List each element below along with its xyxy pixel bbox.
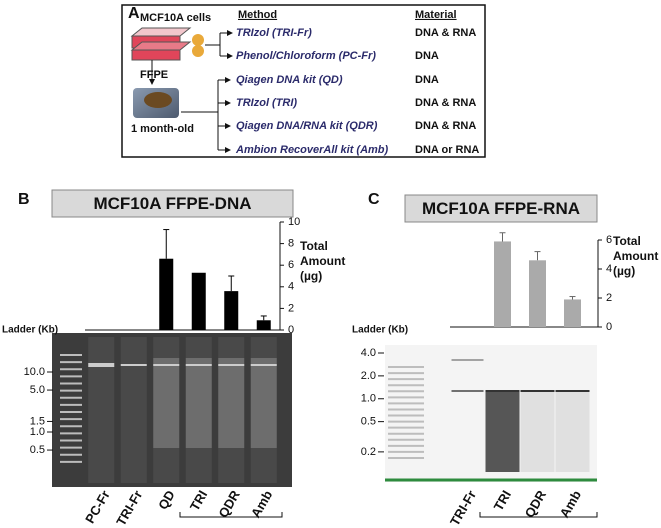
material-label: DNA (415, 50, 439, 62)
ladder-label: 1.0 (361, 393, 376, 405)
ladder-label: 2.0 (361, 370, 376, 382)
lane-label: Amb (248, 488, 275, 521)
cells-icon (130, 27, 204, 61)
y-axis-label: (µg) (613, 264, 635, 278)
title-box (51, 189, 294, 218)
y-tick-label: 0 (288, 324, 294, 336)
y-axis-label: Total (613, 234, 641, 248)
y-axis-label: Total (300, 239, 328, 253)
panel-label: A (128, 5, 140, 22)
y-tick-label: 6 (606, 234, 612, 246)
gel-lane (153, 337, 180, 483)
ladder-label: 10.0 (24, 366, 45, 378)
lane-label: QDR (522, 487, 550, 520)
gel-smear (485, 390, 520, 472)
y-tick-label: 0 (606, 321, 612, 333)
ladder-title: Ladder (Kb) (2, 325, 58, 336)
material-label: DNA or RNA (415, 144, 479, 156)
gel-smear (520, 390, 555, 472)
bar (256, 320, 271, 330)
bracket (479, 512, 598, 518)
gel-smear (185, 358, 212, 448)
method-header: Method (238, 9, 277, 21)
ladder-label: 0.5 (30, 444, 45, 456)
y-tick-label: 8 (288, 238, 294, 250)
gel-smear (218, 358, 245, 448)
gel-lane (185, 337, 212, 483)
gel-smear (250, 358, 277, 448)
gel-lane (218, 337, 245, 483)
panel-a-box (121, 4, 486, 158)
y-tick-label: 2 (606, 292, 612, 304)
ladder-label: 0.2 (361, 446, 376, 458)
ladder-label: 1.5 (30, 415, 45, 427)
lane-label: PC-Fr (82, 488, 113, 526)
gel-lane (120, 337, 147, 483)
material-label: DNA & RNA (415, 27, 476, 39)
ladder-label: 1.0 (30, 426, 45, 438)
lane-label: QD (155, 488, 178, 512)
bar (191, 272, 206, 330)
source-label: MCF10A cells (140, 12, 211, 24)
method-label: TRIzol (TRI) (236, 97, 297, 109)
y-axis-label: Amount (613, 249, 658, 263)
y-tick-label: 10 (288, 216, 300, 228)
gel-lane (250, 337, 277, 483)
bar (224, 291, 239, 330)
panel-label: C (368, 191, 380, 208)
ladder-title: Ladder (Kb) (352, 325, 408, 336)
panel-label: B (18, 191, 30, 208)
method-label: Qiagen DNA kit (QD) (236, 74, 343, 86)
lane-label: Amb (557, 488, 584, 521)
material-label: DNA & RNA (415, 97, 476, 109)
material-header: Material (415, 9, 457, 21)
method-label: Ambion RecoverAll kit (Amb) (235, 144, 389, 156)
chart-title: MCF10A FFPE-RNA (422, 199, 580, 218)
bar (159, 258, 174, 330)
chart-title: MCF10A FFPE-DNA (93, 194, 251, 213)
lane-label: TRI (491, 488, 514, 514)
bar (529, 260, 546, 327)
gel-smear (555, 390, 590, 472)
lane-label: QDR (215, 487, 243, 520)
method-label: Qiagen DNA/RNA kit (QDR) (236, 120, 378, 132)
tissue-block-icon (133, 88, 179, 118)
ffpe-label: FFPE (140, 69, 168, 81)
bracket (179, 512, 283, 518)
gel-smear (153, 358, 180, 448)
branch-arrows (181, 30, 233, 153)
y-axis-label: (µg) (300, 269, 322, 283)
y-tick-label: 2 (288, 302, 294, 314)
y-tick-label: 4 (288, 281, 294, 293)
method-label: Phenol/Chloroform (PC-Fr) (236, 50, 376, 62)
y-axis-label: Amount (300, 254, 345, 268)
lane-label: TRI (187, 488, 210, 514)
lane-label: TRI-Fr (447, 488, 479, 528)
age-label: 1 month-old (131, 123, 194, 135)
ladder-label: 5.0 (30, 384, 45, 396)
ladder-label: 4.0 (361, 347, 376, 359)
material-label: DNA (415, 74, 439, 86)
bar (564, 299, 581, 327)
y-tick-label: 6 (288, 259, 294, 271)
lane-label: TRI-Fr (113, 488, 145, 528)
title-box (404, 194, 598, 223)
gel-lane (88, 337, 115, 483)
method-label: TRIzol (TRI-Fr) (236, 27, 312, 39)
y-tick-label: 4 (606, 263, 612, 275)
ladder-label: 0.5 (361, 416, 376, 428)
material-label: DNA & RNA (415, 120, 476, 132)
bar (494, 241, 511, 327)
